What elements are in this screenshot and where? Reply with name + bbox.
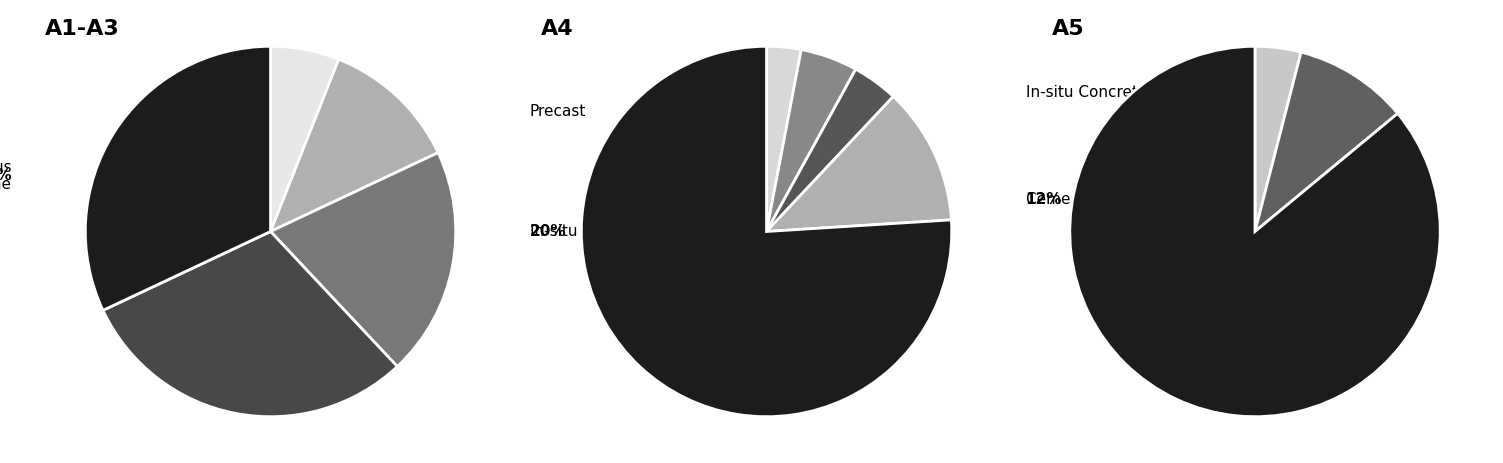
Text: In-situ Concrete: In-situ Concrete — [1027, 85, 1147, 100]
Text: A1-A3: A1-A3 — [45, 19, 120, 38]
Wedge shape — [767, 50, 855, 232]
Text: A5: A5 — [1052, 19, 1085, 38]
Wedge shape — [86, 46, 271, 310]
Text: In-situ Concrete: In-situ Concrete — [531, 224, 651, 239]
Text: Cementitious Binders / Lime: Cementitious Binders / Lime — [1027, 192, 1243, 206]
Wedge shape — [104, 232, 397, 417]
Text: 12%: 12% — [1027, 192, 1063, 206]
Wedge shape — [767, 96, 951, 232]
Wedge shape — [767, 69, 893, 231]
Text: 32%: 32% — [0, 169, 11, 183]
Wedge shape — [582, 46, 951, 417]
Wedge shape — [1255, 46, 1302, 232]
Wedge shape — [1070, 46, 1440, 417]
Text: Cementitious
Binders / Lime: Cementitious Binders / Lime — [0, 160, 11, 192]
Wedge shape — [1255, 52, 1398, 232]
Wedge shape — [271, 59, 437, 232]
Text: 20%: 20% — [531, 224, 567, 239]
Text: A4: A4 — [541, 19, 574, 38]
Wedge shape — [767, 46, 801, 232]
Wedge shape — [271, 153, 455, 367]
Wedge shape — [271, 46, 338, 232]
Text: Precast: Precast — [531, 104, 586, 119]
